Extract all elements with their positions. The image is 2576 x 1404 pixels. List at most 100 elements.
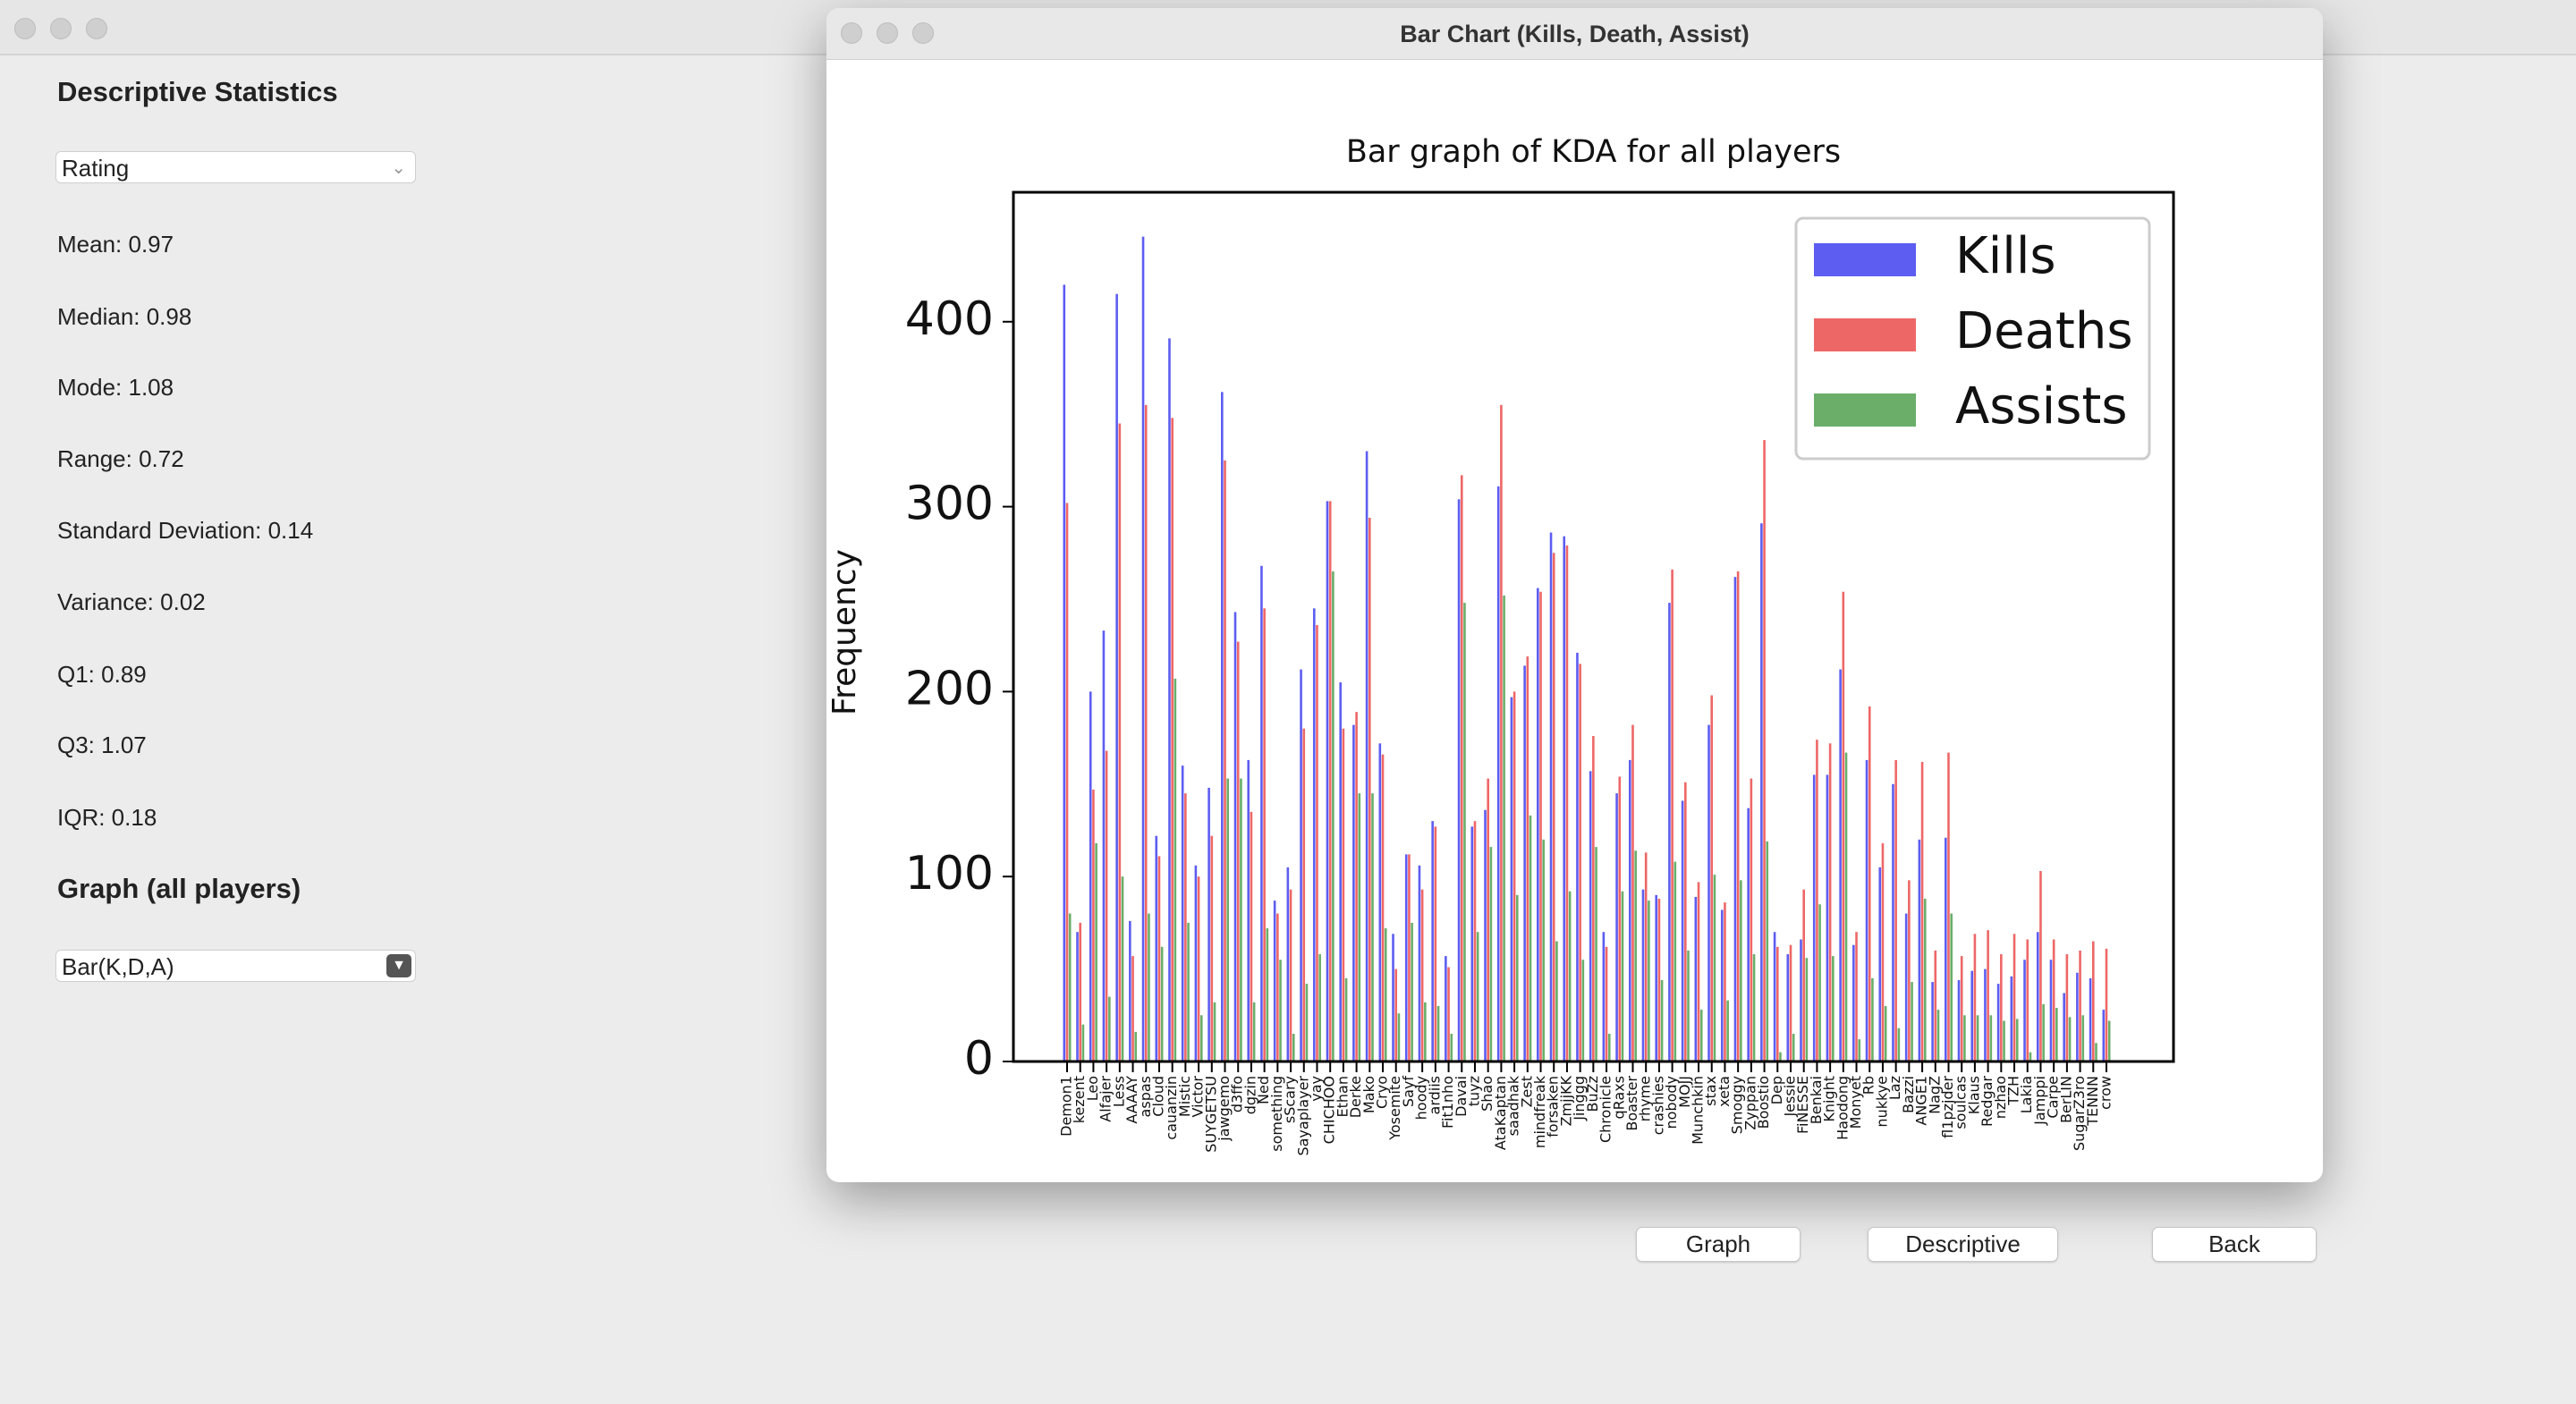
stat-line: Median: 0.98 bbox=[57, 303, 192, 330]
bar bbox=[1687, 950, 1690, 1061]
bar bbox=[1392, 934, 1394, 1061]
bar bbox=[1224, 460, 1226, 1061]
bar bbox=[1476, 932, 1479, 1061]
button[interactable]: Graph bbox=[1636, 1227, 1801, 1262]
stat-line: Q3: 1.07 bbox=[57, 732, 147, 758]
bar bbox=[1657, 899, 1661, 1061]
legend-swatch bbox=[1814, 393, 1916, 427]
close-button[interactable] bbox=[14, 18, 36, 39]
minimize-button[interactable] bbox=[50, 18, 72, 39]
bar bbox=[1484, 809, 1487, 1061]
bar bbox=[2015, 1019, 2019, 1061]
bar bbox=[1457, 499, 1461, 1061]
bar bbox=[1134, 1031, 1138, 1061]
bar bbox=[1247, 759, 1250, 1061]
metric-select[interactable]: Rating ⌄ bbox=[55, 151, 416, 183]
bar bbox=[1445, 956, 1447, 1061]
x-tick-label: fl1pzjder bbox=[1939, 1076, 1956, 1138]
bar bbox=[1592, 736, 1595, 1061]
bar bbox=[1473, 821, 1477, 1061]
bar bbox=[1368, 517, 1371, 1061]
bar bbox=[1221, 392, 1224, 1062]
legend-swatch bbox=[1814, 243, 1916, 276]
y-tick-label: 0 bbox=[964, 1032, 994, 1086]
bar bbox=[1342, 728, 1345, 1061]
bar bbox=[1263, 608, 1266, 1061]
x-tick-label: saadhak bbox=[1505, 1075, 1522, 1136]
bar bbox=[1602, 932, 1606, 1061]
bar bbox=[1181, 765, 1184, 1061]
bar bbox=[1371, 793, 1374, 1061]
bar bbox=[1871, 977, 1874, 1061]
x-tick-label: SUYGETSU bbox=[1202, 1076, 1219, 1153]
x-tick-label: Derke bbox=[1347, 1076, 1364, 1118]
bar bbox=[1065, 503, 1069, 1061]
bar bbox=[1266, 928, 1269, 1061]
bar bbox=[1326, 501, 1329, 1061]
x-tick-label: SugarZ3ro bbox=[2071, 1076, 2088, 1151]
bar bbox=[1976, 1015, 1979, 1061]
x-tick-label: TZH bbox=[2005, 1076, 2022, 1106]
bar bbox=[1118, 423, 1122, 1062]
bar bbox=[2029, 1052, 2032, 1061]
chart-window: Bar Chart (Kills, Death, Assist) Bar gra… bbox=[826, 8, 2323, 1182]
x-tick-label: NagZ bbox=[1926, 1076, 1943, 1114]
x-tick-label: TENNN bbox=[2084, 1076, 2101, 1127]
close-button[interactable] bbox=[841, 22, 862, 44]
bar bbox=[1752, 954, 1756, 1061]
y-tick-label: 300 bbox=[905, 478, 994, 531]
x-tick-label: Jinggg bbox=[1571, 1076, 1588, 1121]
bar bbox=[1240, 778, 1242, 1061]
bar bbox=[1496, 486, 1500, 1061]
bar bbox=[1131, 956, 1134, 1061]
bar bbox=[1529, 815, 1532, 1061]
x-tick-label: qRaxs bbox=[1610, 1076, 1627, 1120]
bar bbox=[1789, 944, 1792, 1061]
y-tick-label: 400 bbox=[905, 292, 994, 346]
bar bbox=[1674, 861, 1677, 1061]
bar bbox=[1660, 980, 1664, 1061]
bar bbox=[1549, 532, 1553, 1061]
bar bbox=[1210, 835, 1214, 1061]
button[interactable]: Descriptive bbox=[1868, 1227, 2058, 1262]
chevron: ▼ bbox=[386, 954, 411, 977]
bar bbox=[1747, 808, 1750, 1061]
x-tick-label: Redgar bbox=[1979, 1076, 1996, 1127]
bar bbox=[1513, 691, 1516, 1061]
bar bbox=[1157, 856, 1161, 1061]
bar bbox=[1555, 941, 1558, 1061]
x-tick-label: Zyppan bbox=[1741, 1076, 1758, 1130]
button[interactable]: Back bbox=[2152, 1227, 2317, 1262]
bar bbox=[1648, 901, 1650, 1061]
bar bbox=[1063, 284, 1066, 1061]
x-tick-label: forsaken bbox=[1545, 1076, 1562, 1138]
bar bbox=[1996, 984, 2000, 1061]
bar bbox=[1489, 847, 1493, 1061]
stat-line: Q1: 0.89 bbox=[57, 661, 147, 688]
zoom-button[interactable] bbox=[86, 18, 107, 39]
bar bbox=[1868, 706, 1871, 1061]
zoom-button[interactable] bbox=[912, 22, 934, 44]
bar bbox=[1621, 891, 1624, 1061]
x-tick-label: ANGE1 bbox=[1913, 1076, 1930, 1126]
bar bbox=[1763, 440, 1766, 1061]
x-tick-label: rhyme bbox=[1637, 1076, 1654, 1121]
bar bbox=[1802, 889, 1805, 1061]
bar bbox=[1707, 724, 1710, 1061]
bar bbox=[2065, 954, 2069, 1061]
x-tick-label: BerLIN bbox=[2057, 1076, 2074, 1123]
x-tick-label: tuyz bbox=[1465, 1076, 1482, 1106]
x-tick-label: cauanzin bbox=[1163, 1076, 1180, 1140]
bar bbox=[1318, 954, 1321, 1061]
bar bbox=[1539, 591, 1542, 1061]
minimize-button[interactable] bbox=[877, 22, 898, 44]
bar bbox=[1447, 967, 1450, 1061]
bar bbox=[1092, 789, 1095, 1061]
bar bbox=[1105, 750, 1108, 1061]
bar bbox=[1250, 811, 1253, 1061]
bar bbox=[1563, 536, 1566, 1061]
x-tick-label: AAAAY bbox=[1123, 1076, 1140, 1124]
bar bbox=[1394, 968, 1398, 1061]
graph-select[interactable]: Bar(K,D,A) ▼ bbox=[55, 950, 416, 982]
bar bbox=[2049, 960, 2053, 1061]
